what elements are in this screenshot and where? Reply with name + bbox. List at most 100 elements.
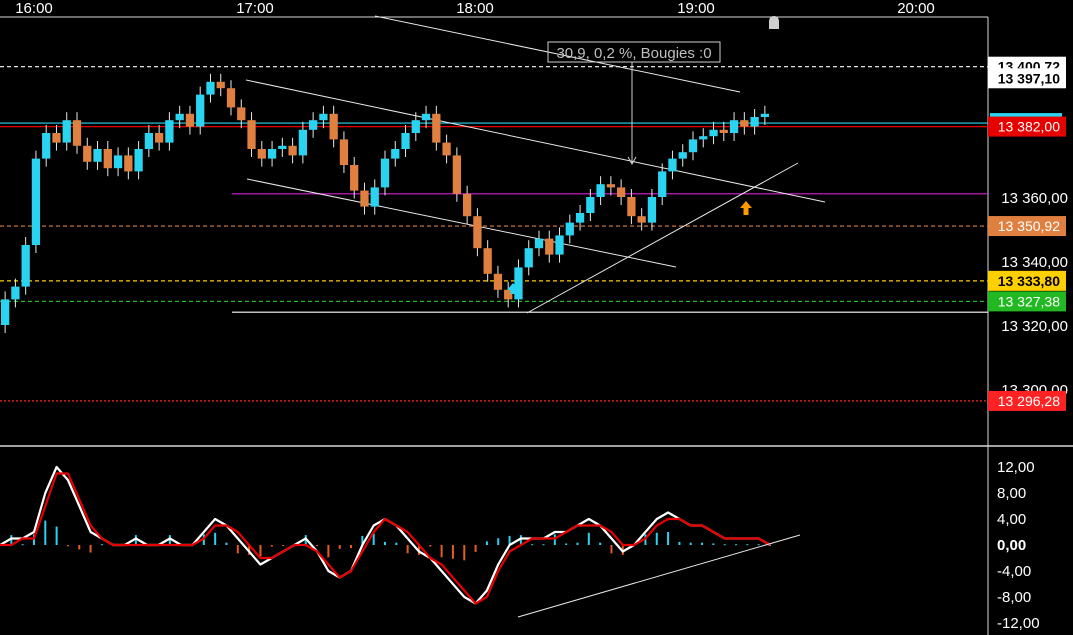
histogram-bar xyxy=(21,544,24,546)
price-badge-bg-9 xyxy=(988,390,1066,411)
candle-body xyxy=(617,187,626,197)
candle-body xyxy=(339,139,349,165)
candle-body xyxy=(586,197,595,213)
price-tick-label-1: 13 340,00 xyxy=(1001,254,1068,271)
candle-body xyxy=(637,216,646,223)
candle-body xyxy=(155,133,164,143)
measure-arrowhead xyxy=(627,156,637,166)
candle-body xyxy=(134,149,143,172)
candle-body xyxy=(226,88,236,108)
histogram-bar xyxy=(384,541,386,545)
channel-top-line[interactable] xyxy=(374,15,741,93)
candle-body xyxy=(380,158,390,188)
histogram-bar xyxy=(214,532,217,545)
candle-body xyxy=(411,120,420,133)
candle-body xyxy=(575,213,585,223)
candle-body xyxy=(719,129,728,133)
oscillator-tick-label-1: 8,00 xyxy=(997,485,1026,502)
price-badge-bg-5 xyxy=(988,216,1066,237)
price-badge-5: 13 350,92 xyxy=(998,218,1060,234)
histogram-bar xyxy=(576,542,579,545)
price-badge-3: 13 382,00 xyxy=(998,119,1060,135)
candle-body xyxy=(606,184,615,188)
time-label-2000: 20:00 xyxy=(897,0,935,17)
candle-body xyxy=(103,149,112,169)
markers xyxy=(507,16,779,294)
histogram-bar xyxy=(553,534,556,545)
channel-upper-line[interactable] xyxy=(245,79,826,203)
histogram-bar xyxy=(746,544,749,546)
histogram-bar xyxy=(655,532,658,545)
histogram-bar xyxy=(429,545,432,547)
time-label-1600: 16:00 xyxy=(15,0,53,17)
price-candles xyxy=(1,73,769,333)
histogram-bar xyxy=(542,544,545,546)
histogram-bar xyxy=(100,544,103,546)
histogram-bar xyxy=(338,545,341,549)
histogram-bar xyxy=(463,545,466,561)
histogram-bar xyxy=(78,545,81,550)
histogram-bar xyxy=(32,534,35,545)
candle-body xyxy=(401,133,410,149)
candle-body xyxy=(257,149,266,159)
measure-tool[interactable]: 30,9, 0,2 %, Bougies :0 xyxy=(547,41,721,166)
price-badge-7: 13 327,38 xyxy=(998,293,1060,309)
histogram-bar xyxy=(531,544,534,546)
price-tick-label-0: 13 360,00 xyxy=(1001,190,1068,207)
histogram-bar xyxy=(406,545,409,554)
histogram-bar xyxy=(236,545,239,554)
histogram-bar xyxy=(134,535,137,545)
histogram-bar xyxy=(55,526,58,545)
candle-body xyxy=(760,113,769,117)
histogram-bar xyxy=(735,544,738,546)
histogram-bar xyxy=(350,545,353,549)
candle-body xyxy=(247,120,256,149)
histogram-bar xyxy=(610,545,613,554)
histogram-bar xyxy=(723,544,726,546)
oscillator-panel xyxy=(0,465,801,618)
trendlines[interactable] xyxy=(245,15,826,314)
channel-lower-line[interactable] xyxy=(246,178,677,268)
histogram-bar xyxy=(168,535,171,545)
histogram-bar xyxy=(769,545,771,546)
time-label-1700: 17:00 xyxy=(236,0,274,17)
candle-body xyxy=(237,107,246,121)
candle-body xyxy=(534,238,544,249)
candle-body xyxy=(21,245,30,287)
price-badge-bg-6 xyxy=(988,270,1066,291)
histogram-bar xyxy=(667,532,670,545)
candle-body xyxy=(11,286,20,300)
candle-body xyxy=(555,235,564,255)
candle-body xyxy=(391,149,400,159)
oscillator-trendline[interactable] xyxy=(517,534,801,618)
candle-body xyxy=(688,139,698,153)
candle-body xyxy=(740,120,749,127)
panel-frame xyxy=(0,16,1073,635)
candle-body xyxy=(196,94,205,127)
oscillator-tick-label-4: -4,00 xyxy=(997,563,1031,580)
histogram-bar xyxy=(316,545,319,546)
histogram-bar xyxy=(451,545,454,559)
candle-body xyxy=(483,248,492,274)
histogram-bar xyxy=(485,541,488,545)
candle-body xyxy=(175,113,184,121)
candle-body xyxy=(658,171,667,197)
candle-body xyxy=(473,216,482,249)
histogram-bar xyxy=(89,545,92,553)
histogram-bar xyxy=(372,533,375,545)
oscillator-axis: 12,00 8,00 4,00 0,00 -4,00 -8,00 -12,00 xyxy=(997,459,1040,632)
candle-body xyxy=(504,289,513,300)
candle-body xyxy=(421,113,431,121)
candle-body xyxy=(1,299,10,325)
support-trendline[interactable] xyxy=(526,162,799,314)
candle-body xyxy=(31,158,41,245)
oscillator-tick-label-3: 0,00 xyxy=(997,537,1026,554)
histogram-bar xyxy=(599,542,602,545)
candle-body xyxy=(565,222,574,236)
candle-body xyxy=(278,145,287,149)
histogram-bar xyxy=(225,542,228,545)
oscillator-lines xyxy=(0,465,771,605)
candle-body xyxy=(350,165,359,191)
candle-body xyxy=(124,155,133,172)
